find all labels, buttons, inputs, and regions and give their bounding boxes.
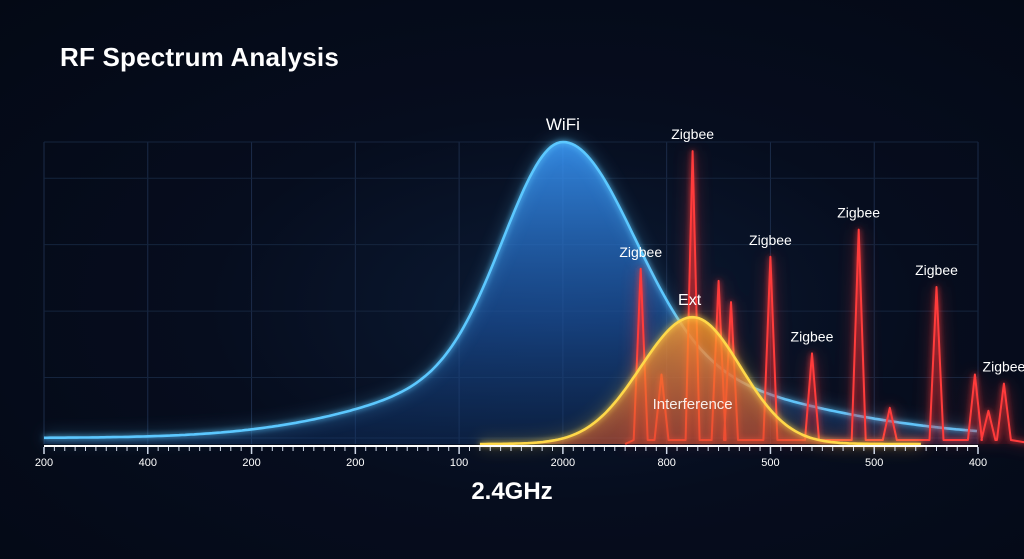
- wifi-line: [44, 140, 978, 440]
- x-tick-label: 200: [346, 457, 364, 469]
- x-tick-label: 800: [657, 457, 675, 469]
- chart-title: RF Spectrum Analysis: [60, 42, 340, 72]
- x-axis-label: 2.4GHz: [471, 478, 553, 505]
- zigbee-peak-label: Zigbee: [837, 205, 880, 221]
- ext-area: [479, 317, 921, 444]
- x-tick-label: 2000: [551, 457, 575, 469]
- wifi-label: WiFi: [546, 115, 580, 134]
- zigbee-peak-label: Zigbee: [619, 244, 662, 260]
- interference-label: Interference: [653, 396, 733, 413]
- zigbee-peak-label: Zigbee: [791, 328, 834, 344]
- x-tick-label: 500: [761, 457, 779, 469]
- x-tick-label: 100: [450, 457, 468, 469]
- x-tick-label: 200: [242, 457, 260, 469]
- x-axis-ticks: [43, 447, 979, 454]
- x-tick-label: 400: [139, 457, 157, 469]
- zigbee-peak-label: Zigbee: [749, 232, 792, 248]
- ext-line: [479, 315, 921, 446]
- zigbee-peak-label: Zigbee: [671, 126, 714, 142]
- x-tick-label: 200: [35, 457, 53, 469]
- ext-label: Ext: [678, 292, 702, 309]
- zigbee-peak-label: Zigbee: [983, 359, 1024, 375]
- x-tick-label: 400: [969, 457, 987, 469]
- wifi-area: [44, 142, 978, 444]
- x-tick-label: 500: [865, 457, 883, 469]
- zigbee-peak-label: Zigbee: [915, 262, 958, 278]
